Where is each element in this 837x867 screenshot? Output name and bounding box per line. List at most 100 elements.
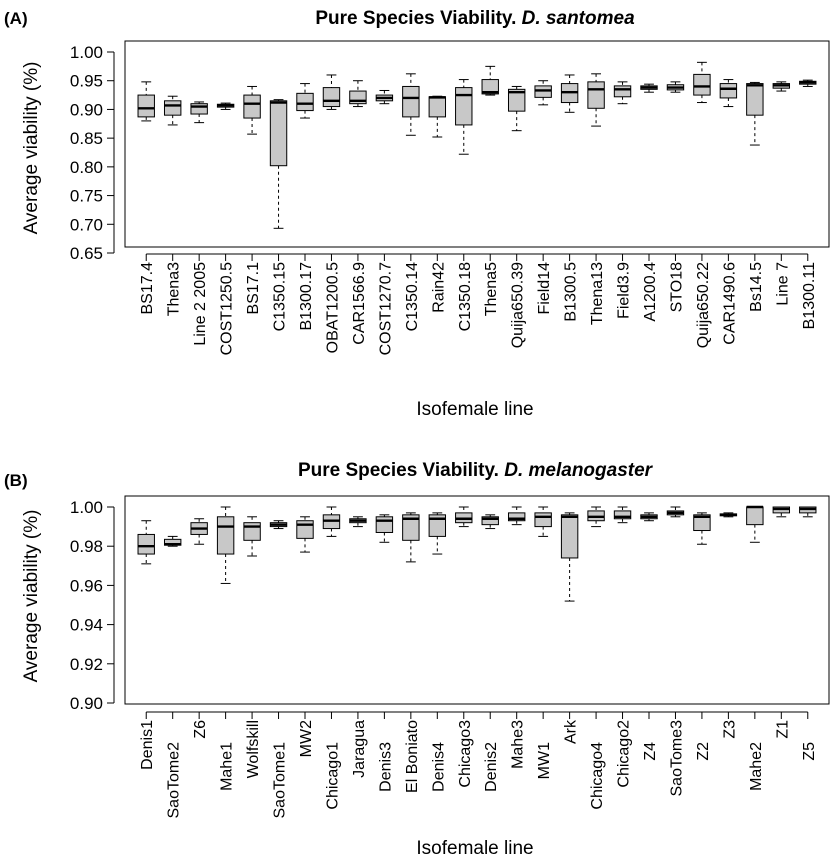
iqr-box [190,103,208,115]
box-13 [455,79,473,155]
x-category-label: Field14 [536,262,553,315]
x-category-label: Mahe1 [219,742,236,791]
box-1 [137,81,155,122]
box-2 [163,535,182,547]
y-tick-label: 0.98 [70,537,103,556]
box-17 [560,512,579,602]
x-category-label: CAR1490.6 [721,262,738,345]
box-5 [243,516,261,557]
y-tick-label: 0.92 [70,655,103,674]
x-category-label: Z6 [192,720,209,739]
box-12 [428,512,447,555]
x-category-label: BS17.1 [245,262,262,315]
iqr-box [481,79,499,95]
box-3 [190,518,208,545]
x-category-label: C1350.18 [457,262,474,331]
box-19 [613,506,632,524]
x-category-label: Z2 [695,742,712,761]
x-category-label: SaoTome3 [668,720,685,797]
x-category-label: C1350.14 [404,262,421,331]
box-4 [216,506,235,584]
box-11 [402,512,420,563]
y-tick-label: 0.65 [70,244,103,263]
box-21 [666,81,685,93]
box-24 [746,81,764,146]
box-19 [613,81,632,105]
y-tick-label: 0.94 [70,616,103,635]
x-category-label: Thena13 [589,262,606,325]
box-7 [296,83,314,119]
x-category-label: Denis4 [430,742,447,792]
x-category-label: Field3.9 [616,262,633,319]
x-category-label: Thena3 [166,262,183,316]
y-tick-label: 0.90 [70,100,103,119]
box-26 [799,506,817,518]
iqr-box [507,512,526,522]
y-tick-label: 0.75 [70,187,103,206]
iqr-box [613,85,632,98]
box-14 [481,65,499,96]
iqr-box [243,94,261,119]
box-12 [428,95,447,138]
box-23 [719,79,738,108]
box-2 [163,95,182,126]
panel-b-label: (B) [4,471,28,490]
iqr-box [693,73,711,96]
box-15 [507,85,526,132]
box-22 [693,61,711,104]
box-9 [349,80,367,108]
y-tick-label: 0.90 [70,694,103,713]
panel-a-title: Pure Species Viability. D. santomea [315,8,635,29]
panel-a-xlabel: Isofemale line [416,399,533,420]
iqr-box [587,81,605,109]
iqr-box [534,512,552,528]
panel-a: (A) Pure Species Viability. D. santomea … [4,8,830,420]
box-25 [772,81,791,92]
x-category-label: B1300.11 [801,262,818,329]
x-category-label: Thena5 [483,262,500,316]
iqr-box [428,514,447,537]
x-category-label: Chicago2 [616,720,633,788]
x-category-label: SaoTome2 [166,742,183,819]
x-category-label: Denis3 [377,742,394,792]
panel-b-xlabel: Isofemale line [416,838,533,859]
iqr-box [163,100,182,116]
x-category-label: Z5 [801,742,818,761]
box-24 [746,505,764,543]
x-category-label: STO18 [668,262,685,313]
x-category-label: C1350.15 [272,262,289,331]
iqr-box [693,514,711,532]
iqr-box [137,533,155,555]
x-category-label: Quija650.22 [695,262,712,348]
x-category-label: Mahe2 [748,742,765,791]
box-9 [349,516,367,528]
x-category-label: Chicago1 [324,742,341,810]
iqr-box [137,94,155,118]
box-4 [216,102,235,110]
box-13 [455,506,473,528]
box-21 [666,506,685,518]
x-category-label: Z1 [774,720,791,739]
iqr-box [243,522,261,541]
x-category-label: Chicago4 [589,742,606,810]
box-16 [534,506,552,537]
box-26 [799,79,817,87]
x-category-label: COST1250.5 [219,262,236,355]
x-category-label: Ark [563,719,580,744]
iqr-box [455,87,473,126]
iqr-box [402,85,420,118]
x-category-label: Jaragua [351,720,368,778]
iqr-box [428,96,447,118]
box-8 [322,74,341,110]
x-category-label: Quija650.39 [510,262,527,348]
x-category-label: El Boniato [404,720,421,793]
box-20 [640,512,658,522]
panel-a-ylabel: Average viability (%) [21,62,42,235]
box-11 [402,73,420,136]
box-18 [587,73,605,127]
panel-a-plot: 0.65 0.70 0.75 0.80 0.85 0.90 0.95 1.00 BS17.4 Th… [70,40,830,355]
iqr-box [481,516,499,526]
box-15 [507,506,526,526]
